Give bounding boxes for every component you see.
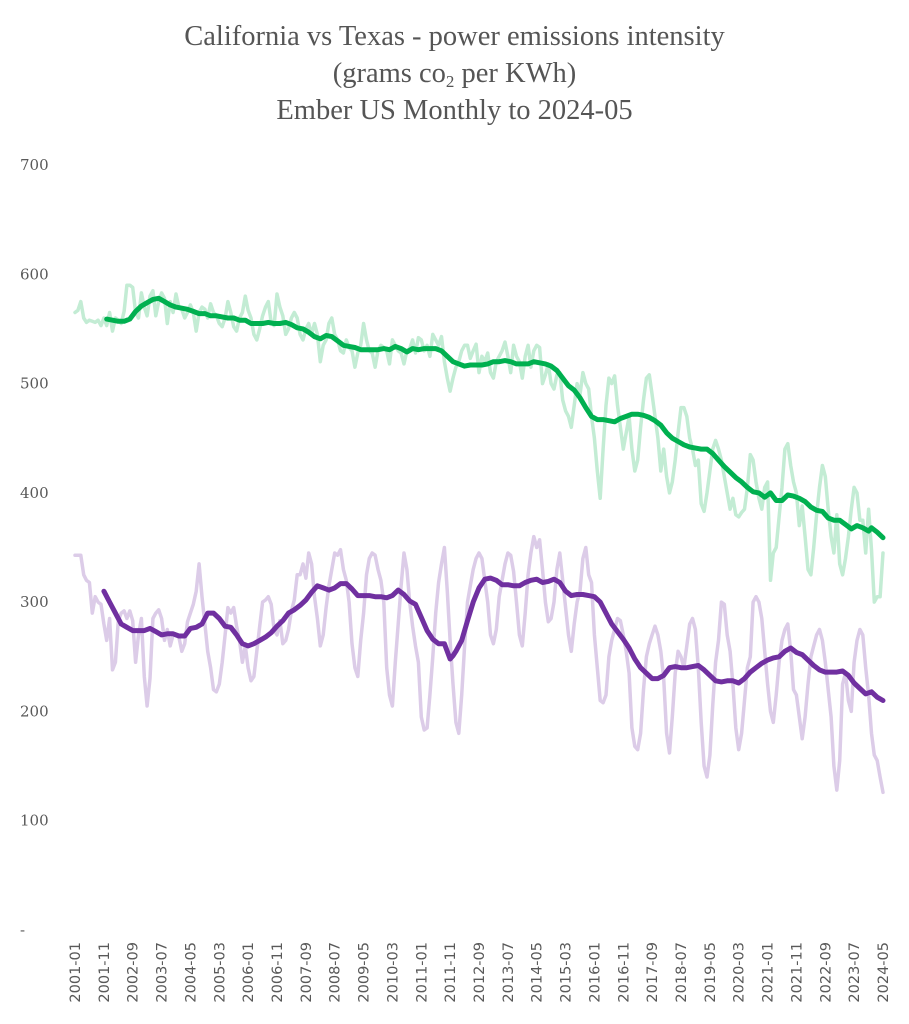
- x-tick-label: 2023-07: [847, 942, 863, 1003]
- x-tick-label: 2016-11: [616, 942, 632, 1003]
- x-tick-label: 2006-01: [241, 942, 257, 1003]
- x-tick-label: 2004-05: [183, 942, 199, 1003]
- y-tick-label: 500: [20, 375, 49, 393]
- y-tick-label: -: [20, 921, 25, 939]
- y-tick-label: 600: [20, 265, 49, 283]
- y-tick-label: 200: [20, 702, 49, 720]
- subtitle-prefix: (grams co: [332, 58, 446, 89]
- x-tick-label: 2009-05: [357, 942, 373, 1003]
- x-tick-label: 2021-11: [789, 942, 805, 1003]
- x-tick-label: 2013-07: [501, 942, 517, 1003]
- x-tick-label: 2019-05: [703, 942, 719, 1003]
- x-tick-label: 2014-05: [530, 942, 546, 1003]
- x-tick-label: 2001-01: [68, 942, 84, 1003]
- california-12-month-average-line: [101, 575, 886, 703]
- title-line-1: California vs Texas - power emissions in…: [184, 21, 725, 52]
- texas-12-month-average-line: [104, 295, 886, 541]
- y-tick-label: 100: [20, 812, 49, 830]
- x-tick-label: 2016-01: [587, 942, 603, 1003]
- x-tick-label: 2005-03: [212, 942, 228, 1003]
- title-line-2: (grams co2 per KWh): [0, 55, 909, 92]
- x-tick-label: 2022-09: [818, 942, 834, 1003]
- subtitle-suffix: per KWh): [454, 58, 577, 89]
- x-tick-label: 2015-03: [559, 942, 575, 1003]
- x-tick-label: 2012-09: [472, 942, 488, 1003]
- x-tick-label: 2006-11: [270, 942, 286, 1003]
- y-tick-label: 700: [20, 156, 49, 174]
- x-tick-label: 2020-03: [732, 942, 748, 1003]
- x-tick-label: 2024-05: [876, 942, 892, 1003]
- y-axis: - 100 200 300 400 500 600 700: [20, 156, 49, 939]
- x-tick-label: 2002-09: [126, 942, 142, 1003]
- y-tick-label: 400: [20, 484, 49, 502]
- x-tick-label: 2011-11: [443, 942, 459, 1003]
- x-tick-label: 2003-07: [155, 942, 171, 1003]
- x-tick-label: 2007-09: [299, 942, 315, 1003]
- x-tick-label: 2011-01: [414, 942, 430, 1003]
- title-line-3: Ember US Monthly to 2024-05: [276, 95, 633, 126]
- x-tick-label: 2021-01: [761, 942, 777, 1003]
- subtitle-subscript: 2: [445, 72, 455, 91]
- x-axis: 2001-01 2001-11 2002-09 2003-07 2004-05 2005-…: [68, 942, 892, 1003]
- x-tick-label: 2017-09: [645, 942, 661, 1003]
- x-tick-label: 2010-03: [385, 942, 401, 1003]
- x-tick-label: 2008-07: [328, 942, 344, 1003]
- chart-title: California vs Texas - power emissions in…: [0, 18, 909, 129]
- x-tick-label: 2001-11: [97, 942, 113, 1003]
- x-tick-label: 2018-07: [674, 942, 690, 1003]
- california-monthly-line: [73, 534, 885, 795]
- series-layer: [73, 283, 886, 795]
- y-tick-label: 300: [20, 593, 49, 611]
- texas-monthly-line: [73, 283, 885, 604]
